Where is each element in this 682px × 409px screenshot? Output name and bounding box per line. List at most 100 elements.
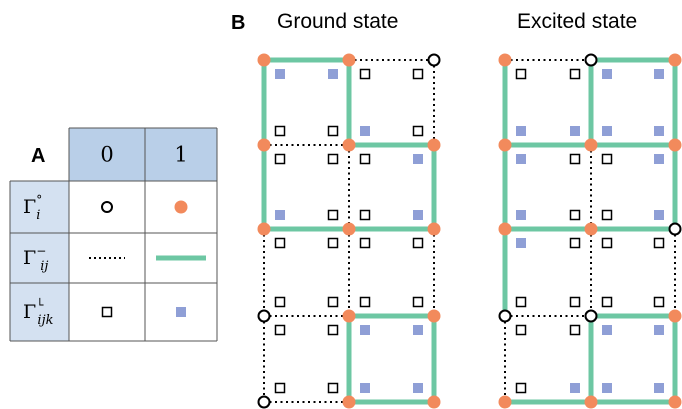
open-square-icon bbox=[103, 308, 112, 317]
excited-plaquette-off bbox=[517, 298, 526, 307]
excited-vertex-on bbox=[499, 223, 512, 236]
ground-plaquette-off bbox=[414, 70, 423, 79]
excited-vertex-off bbox=[586, 55, 597, 66]
excited-vertex-off bbox=[500, 311, 511, 322]
excited-vertex-on bbox=[499, 396, 512, 409]
ground-vertex-on bbox=[258, 139, 271, 152]
ground-vertex-on bbox=[258, 223, 271, 236]
lattice-diagrams bbox=[240, 0, 682, 409]
ground-plaquette-off bbox=[361, 298, 370, 307]
ground-plaquette-off bbox=[414, 239, 423, 248]
ground-plaquette-on bbox=[275, 210, 285, 220]
ground-plaquette-on bbox=[275, 69, 285, 79]
ground-plaquette-off bbox=[329, 326, 338, 335]
ground-plaquette-off bbox=[276, 127, 285, 136]
excited-plaquette-on bbox=[516, 154, 526, 164]
excited-plaquette-off bbox=[571, 155, 580, 164]
ground-plaquette-on bbox=[413, 383, 423, 393]
excited-plaquette-off bbox=[571, 70, 580, 79]
ground-vertex-on bbox=[428, 396, 441, 409]
row-label-cell bbox=[10, 283, 69, 341]
excited-vertex-off bbox=[586, 311, 597, 322]
excited-plaquette-on bbox=[602, 383, 612, 393]
ground-plaquette-on bbox=[413, 154, 423, 164]
excited-plaquette-on bbox=[602, 126, 612, 136]
excited-plaquette-on bbox=[654, 210, 664, 220]
excited-vertex-on bbox=[669, 396, 682, 409]
excited-plaquette-on bbox=[654, 126, 664, 136]
ground-plaquette-off bbox=[361, 155, 370, 164]
excited-plaquette-on bbox=[602, 69, 612, 79]
excited-plaquette-on bbox=[570, 126, 580, 136]
excited-plaquette-off bbox=[603, 239, 612, 248]
excited-vertex-on bbox=[669, 139, 682, 152]
ground-plaquette-on bbox=[328, 69, 338, 79]
ground-plaquette-off bbox=[329, 239, 338, 248]
excited-vertex-off bbox=[670, 224, 681, 235]
ground-plaquette-off bbox=[276, 326, 285, 335]
ground-plaquette-off bbox=[276, 155, 285, 164]
row-label-cell bbox=[10, 233, 69, 283]
ground-vertex-on bbox=[343, 54, 356, 67]
ground-vertex-on bbox=[428, 310, 441, 323]
ground-vertex-on bbox=[428, 139, 441, 152]
excited-vertex-on bbox=[499, 54, 512, 67]
ground-plaquette-off bbox=[276, 239, 285, 248]
column-header-1: 1 bbox=[174, 143, 187, 167]
ground-vertex-off bbox=[429, 55, 440, 66]
ground-vertex-on bbox=[343, 310, 356, 323]
excited-vertex-on bbox=[585, 139, 598, 152]
open-circle-icon bbox=[102, 202, 112, 212]
excited-plaquette-on bbox=[570, 383, 580, 393]
row-label-cell bbox=[10, 181, 69, 233]
excited-plaquette-off bbox=[571, 326, 580, 335]
excited-plaquette-on bbox=[654, 154, 664, 164]
blue-square-icon bbox=[176, 307, 186, 317]
ground-plaquette-on bbox=[413, 210, 423, 220]
ground-vertex-on bbox=[343, 139, 356, 152]
excited-vertex-on bbox=[669, 54, 682, 67]
excited-plaquette-off bbox=[517, 326, 526, 335]
ground-plaquette-off bbox=[361, 70, 370, 79]
ground-plaquette-off bbox=[329, 298, 338, 307]
column-header-0: 0 bbox=[100, 143, 113, 167]
excited-plaquette-off bbox=[571, 239, 580, 248]
ground-plaquette-off bbox=[329, 127, 338, 136]
excited-vertex-on bbox=[499, 139, 512, 152]
excited-plaquette-on bbox=[654, 69, 664, 79]
excited-plaquette-off bbox=[517, 70, 526, 79]
orange-dot-icon bbox=[175, 201, 188, 214]
ground-plaquette-off bbox=[414, 298, 423, 307]
excited-plaquette-off bbox=[655, 239, 664, 248]
excited-plaquette-on bbox=[654, 325, 664, 335]
excited-vertex-on bbox=[669, 310, 682, 323]
excited-plaquette-off bbox=[655, 298, 664, 307]
excited-plaquette-off bbox=[603, 211, 612, 220]
ground-plaquette-off bbox=[276, 384, 285, 393]
excited-plaquette-off bbox=[603, 155, 612, 164]
excited-plaquette-on bbox=[654, 383, 664, 393]
ground-plaquette-on bbox=[360, 126, 370, 136]
excited-vertex-on bbox=[585, 396, 598, 409]
excited-plaquette-off bbox=[571, 298, 580, 307]
ground-vertex-off bbox=[259, 397, 270, 408]
excited-plaquette-off bbox=[603, 298, 612, 307]
excited-plaquette-on bbox=[516, 126, 526, 136]
ground-vertex-on bbox=[258, 54, 271, 67]
ground-plaquette-off bbox=[414, 127, 423, 136]
ground-plaquette-off bbox=[276, 298, 285, 307]
ground-plaquette-off bbox=[329, 211, 338, 220]
ground-plaquette-off bbox=[329, 155, 338, 164]
ground-vertex-off bbox=[259, 311, 270, 322]
ground-plaquette-off bbox=[329, 384, 338, 393]
excited-plaquette-off bbox=[571, 211, 580, 220]
excited-plaquette-on bbox=[516, 238, 526, 248]
ground-plaquette-on bbox=[360, 325, 370, 335]
ground-vertex-on bbox=[343, 223, 356, 236]
ground-plaquette-off bbox=[361, 239, 370, 248]
legend-table: 0 1 Γ° i Γ− ij Γ└ ijk bbox=[0, 0, 240, 409]
excited-plaquette-off bbox=[517, 384, 526, 393]
excited-plaquette-on bbox=[516, 210, 526, 220]
excited-vertex-on bbox=[585, 223, 598, 236]
excited-plaquette-on bbox=[602, 325, 612, 335]
